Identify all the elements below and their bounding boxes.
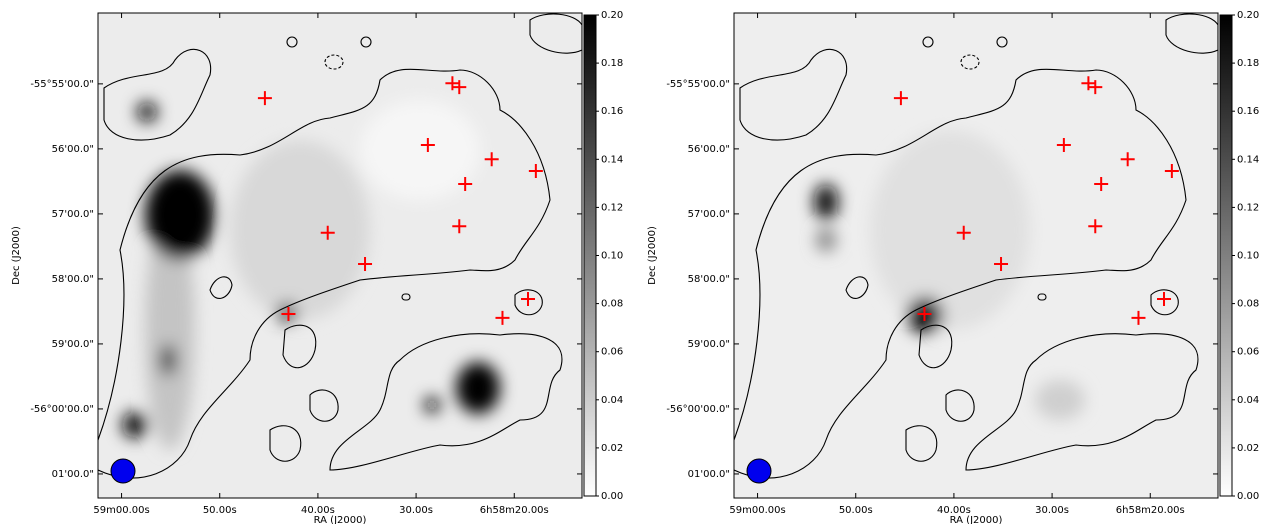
x-tick-label: 59m00.00s [93,505,149,516]
source-marker [1120,152,1135,167]
colorbar-tick-label: 0.02 [601,443,623,454]
y-tick-label: 59'00.0" [688,339,730,350]
y-tick-label: 59'00.0" [52,339,94,350]
beam [110,458,136,484]
source-marker [257,91,272,106]
colorbar-tick-label: 0.04 [1237,395,1259,406]
x-tick-label: 6h58m20.00s [1116,505,1185,516]
source-marker [320,225,335,240]
colorbar-tick-label: 0.16 [601,106,623,117]
source-marker [1157,292,1171,307]
colorbar-tick-label: 0.08 [601,299,623,310]
source-marker [420,137,435,152]
source-marker [1094,176,1109,191]
beams [110,458,772,484]
y-tick-label: 58'00.0" [688,274,730,285]
x-axis-label: RA (J2000) [314,515,367,524]
source-marker [893,91,908,106]
source-marker [358,256,373,271]
y-axis-label: Dec (J2000) [647,226,658,285]
colorbar-tick-label: 0.20 [1237,10,1259,21]
colorbar-tick-label: 0.06 [601,347,623,358]
y-tick-label: -55°55'00.0" [666,79,730,90]
source-marker [917,307,932,322]
colorbar-tick-label: 0.16 [1237,106,1259,117]
beam [746,458,772,484]
source-marker [1164,163,1179,178]
source-marker [1131,310,1146,325]
y-tick-label: 01'00.0" [688,469,730,480]
colorbar-tick-label: 0.14 [601,154,623,165]
colorbar-tick-label: 0.08 [1237,299,1259,310]
source-marker [281,307,296,322]
y-tick-label: -56°00'00.0" [30,404,94,415]
source-marker [1088,219,1103,234]
y-tick-label: 56'00.0" [688,144,730,155]
source-marker [1056,137,1071,152]
colorbar-tick-label: 0.18 [1237,58,1259,69]
y-tick-label: -55°55'00.0" [30,79,94,90]
colorbar-tick-label: 0.06 [1237,347,1259,358]
source-marker [452,219,467,234]
source-marker [495,310,510,325]
x-tick-label: 50.00s [203,505,237,516]
y-tick-label: 01'00.0" [52,469,94,480]
colorbar-tick-label: 0.10 [1237,251,1259,262]
colorbar-tick-label: 0.00 [1237,491,1259,502]
colorbar-tick-label: 0.10 [601,251,623,262]
colorbar-tick-label: 0.20 [601,10,623,21]
x-tick-label: 30.00s [399,505,433,516]
x-tick-label: 40.00s [937,505,971,516]
image-panel-left [98,13,582,498]
y-tick-label: 57'00.0" [688,209,730,220]
y-axis-label: Dec (J2000) [11,226,22,285]
colorbar-tick-label: 0.12 [1237,202,1259,213]
source-marker [452,80,467,95]
colorbar-tick-label: 0.18 [601,58,623,69]
source-marker [458,176,473,191]
x-tick-label: 6h58m20.00s [480,505,549,516]
x-tick-label: 30.00s [1035,505,1069,516]
y-tick-label: -56°00'00.0" [666,404,730,415]
x-tick-label: 59m00.00s [729,505,785,516]
y-tick-label: 57'00.0" [52,209,94,220]
colorbar-tick-label: 0.12 [601,202,623,213]
source-marker [956,225,971,240]
y-tick-label: 56'00.0" [52,144,94,155]
y-tick-label: 58'00.0" [52,274,94,285]
colorbar-tick-label: 0.00 [601,491,623,502]
x-tick-label: 50.00s [839,505,873,516]
source-marker [994,256,1009,271]
source-marker [521,292,536,307]
x-axis-label: RA (J2000) [950,515,1003,524]
image-panel-right [734,13,1218,498]
emission [814,130,1085,420]
colorbar-tick-label: 0.14 [1237,154,1259,165]
x-tick-label: 40.00s [301,505,335,516]
colorbar-tick-label: 0.04 [601,395,623,406]
emission [122,100,500,450]
source-marker [484,152,499,167]
source-marker [528,163,543,178]
colorbar-tick-label: 0.02 [1237,443,1259,454]
source-marker [1088,80,1103,95]
